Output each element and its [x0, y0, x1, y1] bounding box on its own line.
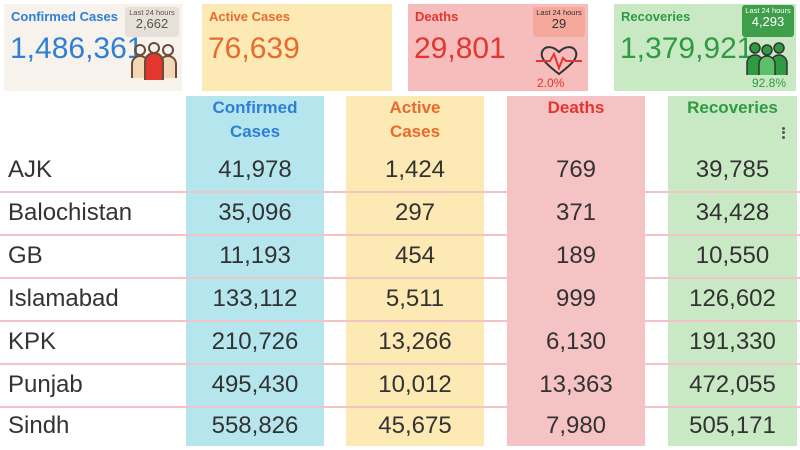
heartbeat-icon [536, 44, 582, 81]
header-line: Active [389, 98, 441, 117]
last24-label: Last 24 hours [536, 8, 582, 17]
row-divider [0, 406, 800, 408]
province-name: KPK [8, 328, 57, 355]
row-divider [0, 363, 800, 365]
deaths-column-header: Deaths [547, 98, 605, 117]
active-cell: 5,511 [385, 285, 445, 312]
confirmed-cell: 133,112 [212, 285, 298, 312]
active-cell: 45,675 [378, 412, 452, 439]
group-people-icon [130, 40, 178, 89]
confirmed-cases-title: Confirmed Cases [11, 9, 118, 24]
confirmed-cell: 210,726 [211, 328, 299, 355]
header-line: Cases [229, 122, 281, 141]
recoveries-column [668, 96, 797, 446]
confirmed-column [186, 96, 324, 446]
table-row: Balochistan 35,096 297 371 34,428 [0, 193, 800, 236]
table-row: Islamabad 133,112 5,511 999 126,602 [0, 279, 800, 322]
row-divider [0, 191, 800, 193]
province-name: Sindh [8, 412, 70, 439]
confirmed-last24-value: 2,662 [135, 16, 169, 31]
confirmed-cases-value: 1,486,361 [10, 32, 144, 65]
confirmed-cell: 11,193 [219, 242, 291, 269]
recoveries-column-header: Recoveries [687, 98, 778, 117]
active-cell: 297 [394, 199, 436, 226]
table-row: KPK 210,726 13,266 6,130 191,330 [0, 322, 800, 365]
recoveries-last24-badge: Last 24 hours 4,293 [742, 5, 794, 37]
last24-label: Last 24 hours [745, 6, 791, 15]
deaths-percent: 2.0% [537, 76, 565, 90]
deaths-last24-badge: Last 24 hours 29 [533, 7, 585, 37]
deaths-value: 29,801 [414, 32, 506, 65]
active-cell: 13,266 [378, 328, 452, 355]
recoveries-percent: 92.8% [752, 76, 787, 90]
active-cell: 10,012 [378, 371, 452, 398]
deaths-cell: 999 [555, 285, 597, 312]
active-cases-card: Active Cases 76,639 [202, 4, 577, 91]
recoveries-last24-value: 4,293 [751, 14, 785, 29]
province-name: AJK [8, 156, 53, 183]
row-divider [0, 277, 800, 279]
active-column [346, 96, 484, 446]
active-cell: 454 [394, 242, 436, 269]
row-divider [0, 320, 800, 322]
confirmed-cell: 495,430 [211, 371, 299, 398]
confirmed-last24-badge: Last 24 hours 2,662 [125, 7, 179, 37]
table-row: Sindh 558,826 45,675 7,980 505,171 [0, 406, 800, 449]
recoveries-cell: 126,602 [689, 285, 776, 312]
last24-label: Last 24 hours [129, 8, 175, 17]
recoveries-cell: 34,428 [695, 199, 770, 226]
deaths-cell: 7,980 [545, 412, 607, 439]
table-row: AJK 41,978 1,424 769 39,785 [0, 150, 800, 193]
confirmed-cell: 41,978 [218, 156, 292, 183]
confirmed-cell: 558,826 [211, 412, 299, 439]
recoveries-cell: 191,330 [689, 328, 776, 355]
table-row: Punjab 495,430 10,012 13,363 472,055 [0, 365, 800, 408]
active-cell: 1,424 [384, 156, 446, 183]
recoveries-card: Recoveries 1,379,921 Last 24 hours 4,293… [614, 4, 796, 91]
recoveries-cell: 505,171 [689, 412, 776, 439]
confirmed-column-header: Confirmed Cases [186, 96, 324, 144]
deaths-card: Deaths 29,801 Last 24 hours 29 2.0% [408, 4, 588, 91]
active-column-header: Active Cases [346, 96, 484, 144]
deaths-column [507, 96, 645, 446]
recoveries-cell: 39,785 [695, 156, 770, 183]
deaths-title: Deaths [415, 9, 459, 24]
deaths-cell: 13,363 [539, 371, 613, 398]
confirmed-cases-card: Confirmed Cases 1,486,361 Last 24 hours … [4, 4, 182, 91]
deaths-cell: 371 [555, 199, 597, 226]
province-name: GB [8, 242, 43, 269]
confirmed-cell: 35,096 [218, 199, 292, 226]
province-name: Punjab [8, 371, 83, 398]
province-name: Balochistan [8, 199, 133, 226]
more-options-icon[interactable] [778, 125, 788, 143]
recoveries-cell: 10,550 [695, 242, 770, 269]
deaths-last24-value: 29 [551, 16, 567, 31]
province-name: Islamabad [8, 285, 119, 312]
deaths-cell: 189 [555, 242, 597, 269]
recoveries-title: Recoveries [621, 9, 691, 24]
recovered-people-icon [744, 41, 790, 80]
header-line: Cases [389, 122, 441, 141]
active-cases-value: 76,639 [208, 32, 300, 65]
deaths-cell: 6,130 [545, 328, 607, 355]
recoveries-cell: 472,055 [689, 371, 776, 398]
deaths-cell: 769 [555, 156, 597, 183]
header-line: Confirmed [212, 98, 298, 117]
recoveries-value: 1,379,921 [620, 32, 754, 65]
table-row: GB 11,193 454 189 10,550 [0, 236, 800, 279]
row-divider [0, 234, 800, 236]
active-cases-title: Active Cases [209, 9, 290, 24]
